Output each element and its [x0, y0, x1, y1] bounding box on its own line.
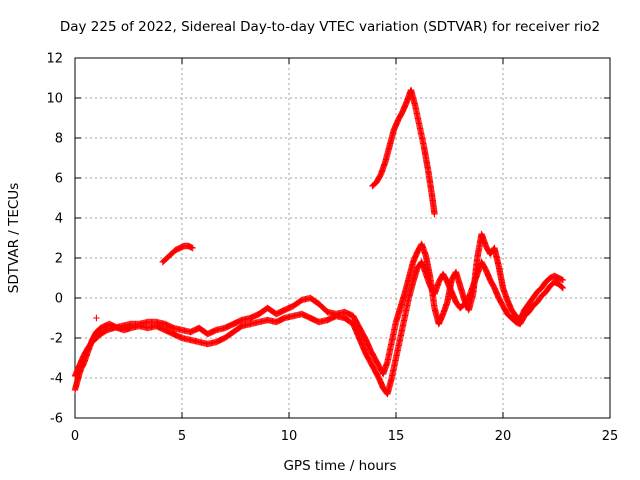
- y-tick-label: 0: [55, 292, 63, 307]
- y-tick-label: 12: [46, 52, 63, 67]
- arc-short-1-point: [189, 244, 196, 252]
- y-tick-label: -4: [50, 372, 63, 387]
- grid-layer: [75, 58, 610, 418]
- y-tick-label: -2: [50, 332, 63, 347]
- y-tick-label: 10: [46, 92, 63, 107]
- x-axis-label: GPS time / hours: [283, 458, 396, 474]
- isolated-point: [93, 314, 100, 322]
- chart-title: Day 225 of 2022, Sidereal Day-to-day VTE…: [60, 19, 600, 35]
- x-tick-label: 20: [495, 429, 512, 444]
- arc-main-b-point: [559, 276, 567, 284]
- x-tick-label: 0: [71, 429, 79, 444]
- plot-frame: [74, 57, 611, 419]
- tick-layer: 0 5 10 15 20 25 -6 -4 -2 0 2 4 6 8 10 12: [46, 52, 618, 445]
- y-tick-label: 2: [55, 252, 63, 267]
- x-tick-label: 25: [602, 429, 619, 444]
- y-tick-label: 6: [55, 172, 63, 187]
- y-tick-label: 8: [55, 132, 63, 147]
- x-tick-label: 5: [178, 429, 186, 444]
- y-tick-label: 4: [55, 212, 63, 227]
- x-tick-label: 10: [281, 429, 298, 444]
- y-tick-label: -6: [50, 412, 63, 427]
- x-tick-label: 15: [388, 429, 405, 444]
- arc-short-2-point: [431, 210, 438, 218]
- y-axis-label: SDTVAR / TECUs: [6, 183, 22, 293]
- data-layer: [71, 86, 567, 398]
- arc-main-a-point: [559, 284, 567, 292]
- arc-main-a-point: [558, 284, 566, 291]
